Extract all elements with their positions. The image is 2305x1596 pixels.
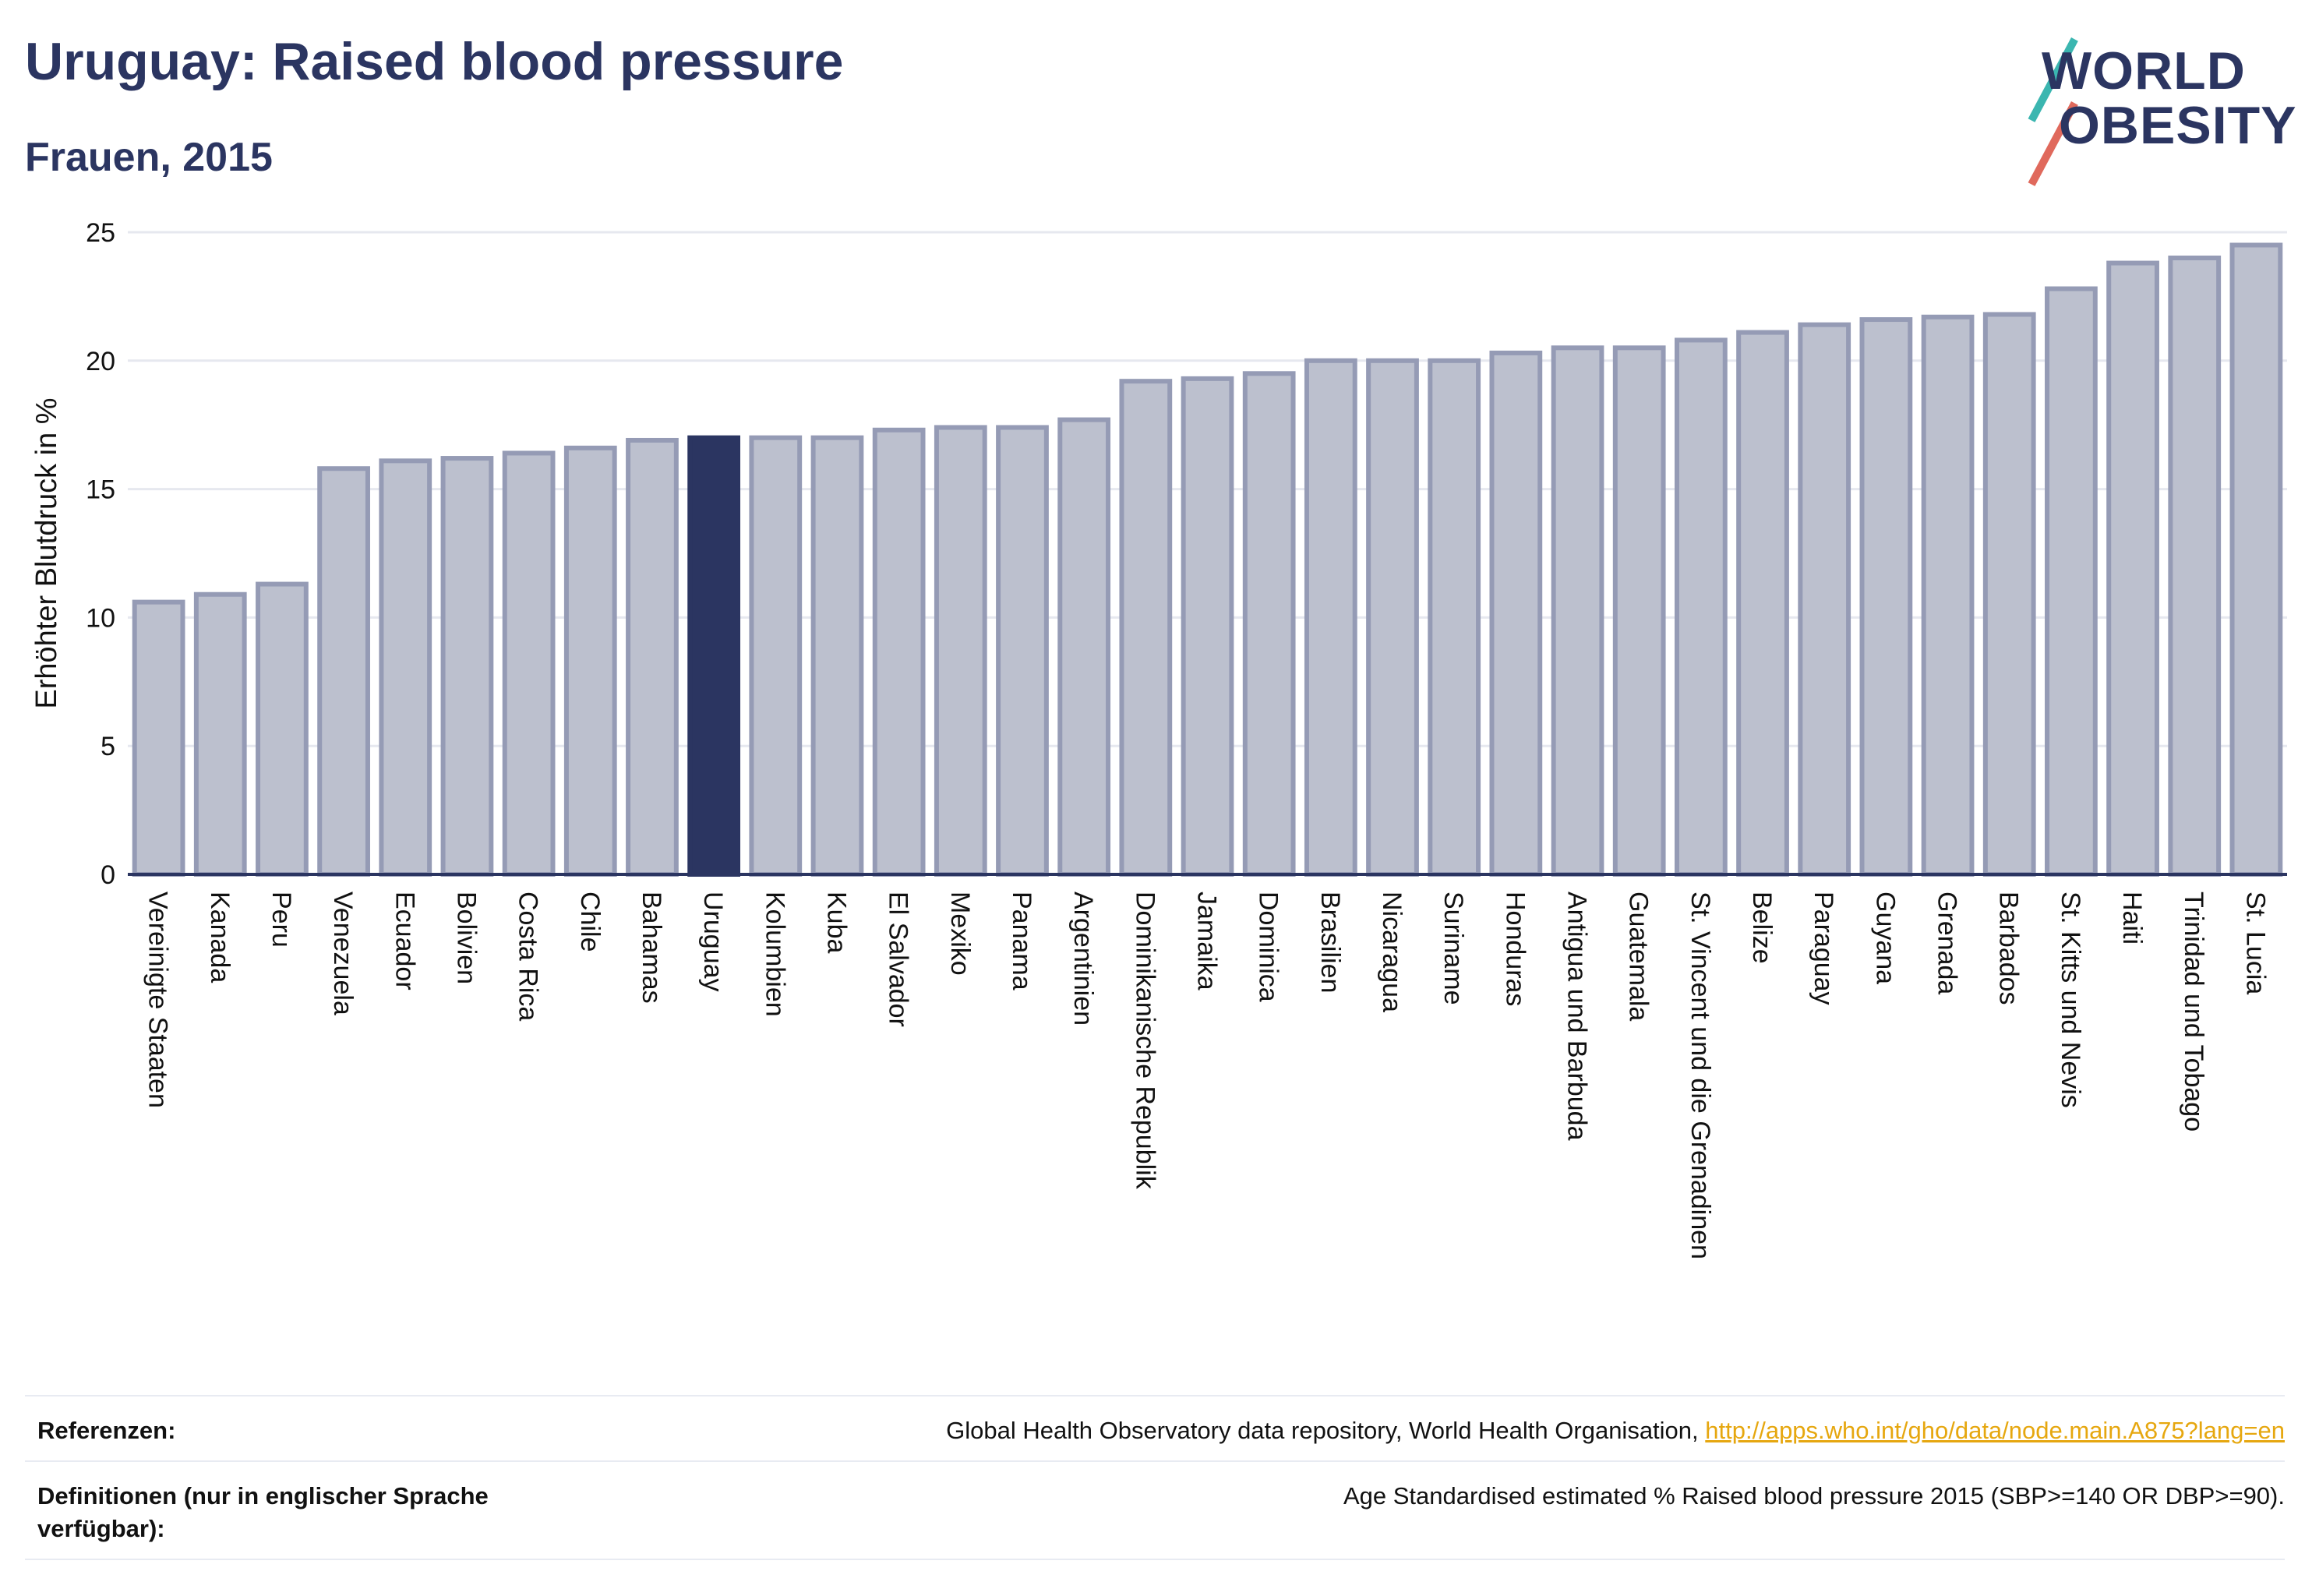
bar-dominikanische-republik xyxy=(1119,379,1173,877)
references-link[interactable]: http://apps.who.int/gho/data/node.main.A… xyxy=(1705,1417,2285,1444)
bar-nicaragua xyxy=(1366,358,1419,877)
logo-word-world: WORLD xyxy=(2042,41,2246,101)
references-value: Global Health Observatory data repositor… xyxy=(946,1417,2285,1445)
bar-peru xyxy=(256,581,309,877)
bar-haiti xyxy=(2106,260,2159,877)
x-tick-label: Suriname xyxy=(1438,892,1468,1005)
definitions-label-line1: Definitionen (nur in englischer Sprache xyxy=(37,1482,489,1509)
bar-st-kitts-und-nevis xyxy=(2045,286,2098,877)
x-tick-label: Dominica xyxy=(1254,892,1283,1002)
bar-kanada xyxy=(193,591,247,877)
bar-argentinien xyxy=(1057,417,1111,877)
y-axis-label: Erhöhter Blutdruck in % xyxy=(30,397,63,708)
bar-brasilien xyxy=(1304,358,1357,877)
bar-chart: 0 5 10 15 20 25 Erhöhter Blutdruck in % Vereini… xyxy=(30,218,2287,1259)
x-tick-label: Venezuela xyxy=(328,892,358,1015)
bar-ecuador xyxy=(379,458,432,877)
x-tick-label: St. Vincent und die Grenadinen xyxy=(1686,892,1715,1259)
x-tick-label: Kolumbien xyxy=(760,892,789,1017)
x-tick-label: Ecuador xyxy=(390,892,419,990)
x-tick-label: St. Kitts und Nevis xyxy=(2056,892,2085,1108)
x-tick-label: Belize xyxy=(1747,892,1777,964)
x-tick-label: Bahamas xyxy=(637,892,666,1004)
logo-word-obesity: OBESITY xyxy=(2059,96,2297,155)
bar-antigua-und-barbuda xyxy=(1551,345,1604,877)
x-tick-label: Antigua und Barbuda xyxy=(1562,892,1592,1141)
x-tick-label: Dominikanische Republik xyxy=(1130,892,1160,1190)
x-tick-label: Guyana xyxy=(1870,892,1900,984)
footer-divider-top xyxy=(25,1395,2285,1396)
x-tick-label: Vereinigte Staaten xyxy=(143,892,173,1108)
bar-guatemala xyxy=(1612,345,1666,877)
bar-st-vincent-und-die-grenadinen xyxy=(1674,337,1728,877)
y-tick-label: 15 xyxy=(86,475,115,505)
bar-suriname xyxy=(1428,358,1481,877)
bar-venezuela xyxy=(317,466,370,877)
y-tick-label: 10 xyxy=(86,603,115,633)
x-tick-label: Grenada xyxy=(1933,892,1962,994)
x-tick-label: Jamaika xyxy=(1192,892,1222,990)
bar-bolivien xyxy=(440,456,494,877)
x-tick-label: Bolivien xyxy=(451,892,481,984)
bar-barbados xyxy=(1982,312,2036,877)
bar-bahamas xyxy=(626,437,679,877)
bar-paraguay xyxy=(1798,322,1851,877)
references-text: Global Health Observatory data repositor… xyxy=(946,1417,1699,1444)
bar-costa-rica xyxy=(502,450,556,877)
y-tick-label: 0 xyxy=(101,860,115,890)
y-tick-label: 25 xyxy=(86,218,115,248)
bar-panama xyxy=(996,425,1049,877)
x-tick-label: Kanada xyxy=(205,892,235,983)
definitions-row: Definitionen (nur in englischer Sprache … xyxy=(25,1482,2285,1552)
bar-mexiko xyxy=(934,425,987,877)
x-tick-label: Costa Rica xyxy=(514,892,543,1021)
bar-chile xyxy=(563,445,617,877)
bar-dominica xyxy=(1242,371,1296,877)
bar-vereinigte-staaten xyxy=(132,599,185,877)
bar-el-salvador xyxy=(872,427,926,877)
x-tick-label: Uruguay xyxy=(698,892,728,992)
x-tick-label: Argentinien xyxy=(1068,892,1098,1026)
x-tick-label: Panama xyxy=(1007,892,1036,990)
x-tick-label: Guatemala xyxy=(1624,892,1654,1021)
bar-kolumbien xyxy=(749,435,803,877)
world-obesity-logo: WORLD OBESITY xyxy=(2028,31,2296,186)
x-tick-label: Brasilien xyxy=(1315,892,1345,993)
bar-trinidad-und-tobago xyxy=(2168,255,2222,877)
bar-kuba xyxy=(810,435,864,877)
y-tick-label: 20 xyxy=(86,347,115,376)
x-tick-label: Trinidad und Tobago xyxy=(2179,892,2208,1132)
chart-title: Uruguay: Raised blood pressure xyxy=(25,32,844,91)
chart-subtitle: Frauen, 2015 xyxy=(25,135,273,180)
bar-honduras xyxy=(1489,350,1543,877)
x-tick-label: Nicaragua xyxy=(1377,892,1407,1012)
x-tick-label: Peru xyxy=(267,892,296,948)
footer-divider-middle xyxy=(25,1460,2285,1462)
bar-jamaika xyxy=(1181,376,1234,877)
x-tick-label: Honduras xyxy=(1500,892,1530,1006)
bar-uruguay xyxy=(687,435,741,877)
x-tick-label: St. Lucia xyxy=(2240,892,2270,994)
definitions-value: Age Standardised estimated % Raised bloo… xyxy=(1343,1482,2285,1509)
x-tick-label: Kuba xyxy=(821,892,851,953)
footer-divider-bottom xyxy=(25,1559,2285,1560)
x-tick-label: Mexiko xyxy=(945,892,975,976)
x-tick-label: Chile xyxy=(575,892,605,952)
bar-guyana xyxy=(1859,317,1913,877)
x-tick-label: Barbados xyxy=(1994,892,2024,1005)
x-tick-label: Paraguay xyxy=(1809,892,1838,1005)
bar-grenada xyxy=(1921,314,1975,877)
bar-st-lucia xyxy=(2229,242,2283,877)
definitions-label-line2: verfügbar): xyxy=(37,1515,165,1542)
references-label: Referenzen: xyxy=(37,1417,176,1444)
x-tick-label: Haiti xyxy=(2117,892,2147,945)
x-tick-label: El Salvador xyxy=(884,892,913,1027)
bar-belize xyxy=(1736,330,1789,877)
references-row: Referenzen: Global Health Observatory da… xyxy=(25,1417,2285,1448)
y-tick-label: 5 xyxy=(101,732,115,761)
